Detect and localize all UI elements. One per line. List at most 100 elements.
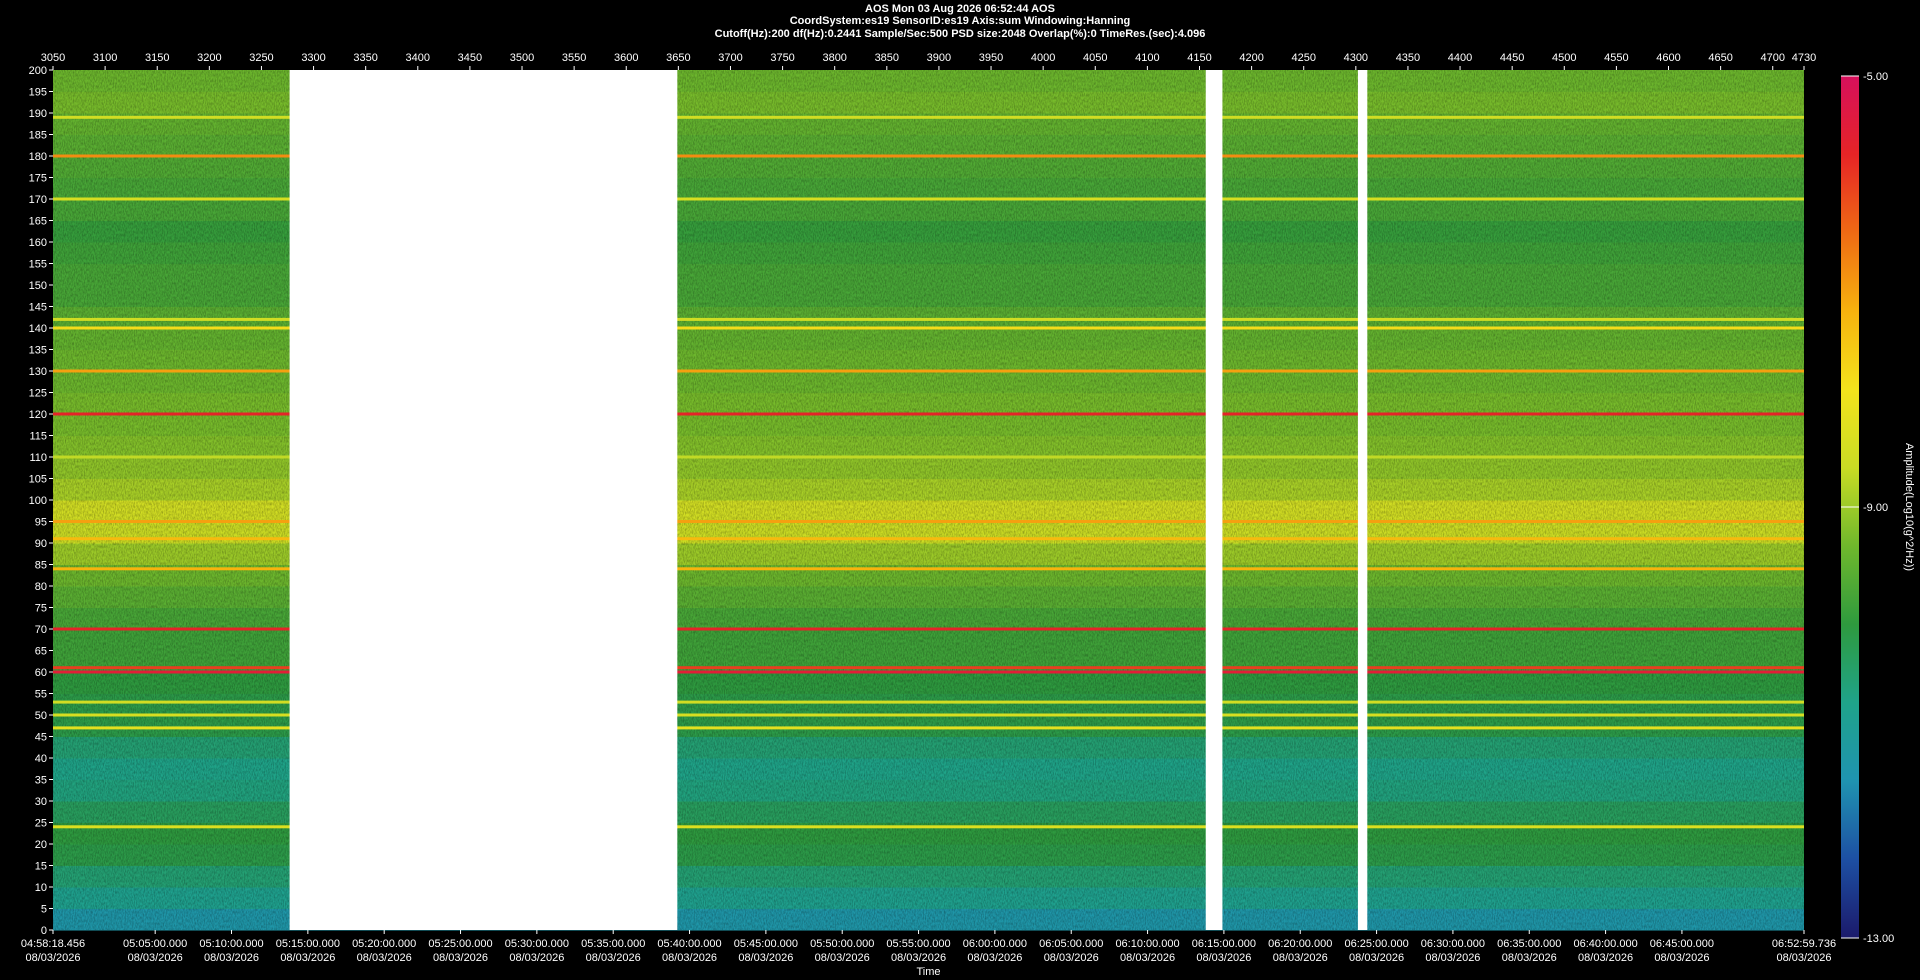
x-tick-label: 4500 bbox=[1552, 52, 1576, 64]
tone-line bbox=[53, 455, 1804, 459]
y-tick-label: 65 bbox=[35, 646, 47, 658]
x-tick-label: 4730 bbox=[1792, 52, 1816, 64]
x-axis-label: Time bbox=[916, 966, 940, 978]
time-tick-label: 06:05:00.000 bbox=[1039, 938, 1103, 950]
chart-title: AOS Mon 03 Aug 2026 06:52:44 AOS bbox=[865, 3, 1055, 15]
y-tick-label: 85 bbox=[35, 560, 47, 572]
y-tick-label: 20 bbox=[35, 839, 47, 851]
y-tick-label: 30 bbox=[35, 796, 47, 808]
y-tick-label: 165 bbox=[29, 216, 47, 228]
x-tick-label: 4650 bbox=[1708, 52, 1732, 64]
time-tick-label: 06:00:00.000 bbox=[963, 938, 1027, 950]
x-tick-label: 3050 bbox=[41, 52, 65, 64]
time-tick-date: 08/03/2026 bbox=[586, 952, 641, 964]
time-tick-label: 05:10:00.000 bbox=[199, 938, 263, 950]
x-tick-label: 4100 bbox=[1135, 52, 1159, 64]
x-tick-label: 4550 bbox=[1604, 52, 1628, 64]
y-tick-label: 130 bbox=[29, 366, 47, 378]
tone-line bbox=[53, 537, 1804, 541]
time-tick-label: 04:58:18.456 bbox=[21, 938, 85, 950]
x-tick-label: 4600 bbox=[1656, 52, 1680, 64]
time-tick-label: 06:15:00.000 bbox=[1192, 938, 1256, 950]
x-tick-label: 4400 bbox=[1448, 52, 1472, 64]
y-tick-label: 35 bbox=[35, 775, 47, 787]
x-tick-label: 3100 bbox=[93, 52, 117, 64]
time-tick-label: 05:50:00.000 bbox=[810, 938, 874, 950]
x-tick-label: 3850 bbox=[875, 52, 899, 64]
time-tick-date: 08/03/2026 bbox=[1196, 952, 1251, 964]
time-tick-label: 06:35:00.000 bbox=[1497, 938, 1561, 950]
y-tick-label: 115 bbox=[29, 431, 47, 443]
y-tick-label: 200 bbox=[29, 65, 47, 77]
x-tick-label: 4350 bbox=[1396, 52, 1420, 64]
tone-line bbox=[53, 369, 1804, 373]
tone-line bbox=[53, 115, 1804, 119]
time-tick-label: 06:25:00.000 bbox=[1344, 938, 1408, 950]
time-tick-date: 08/03/2026 bbox=[357, 952, 412, 964]
colorbar-tick-label: -13.00 bbox=[1863, 933, 1894, 945]
tone-line bbox=[53, 317, 1804, 321]
data-gap bbox=[1357, 70, 1368, 930]
y-tick-label: 10 bbox=[35, 882, 47, 894]
x-tick-label: 3250 bbox=[249, 52, 273, 64]
y-tick-label: 100 bbox=[29, 495, 47, 507]
x-tick-label: 3750 bbox=[770, 52, 794, 64]
y-tick-label: 25 bbox=[35, 818, 47, 830]
time-tick-label: 05:35:00.000 bbox=[581, 938, 645, 950]
x-tick-label: 3700 bbox=[718, 52, 742, 64]
x-tick-label: 3150 bbox=[145, 52, 169, 64]
y-tick-label: 50 bbox=[35, 710, 47, 722]
tone-line bbox=[53, 197, 1804, 201]
y-tick-label: 5 bbox=[41, 904, 47, 916]
x-tick-label: 3200 bbox=[197, 52, 221, 64]
header-line: CoordSystem:es19 SensorID:es19 Axis:sum … bbox=[790, 15, 1131, 27]
time-tick-date: 08/03/2026 bbox=[662, 952, 717, 964]
time-tick-label: 05:55:00.000 bbox=[886, 938, 950, 950]
tone-line bbox=[53, 520, 1804, 523]
time-tick-label: 05:15:00.000 bbox=[276, 938, 340, 950]
x-tick-label: 4700 bbox=[1760, 52, 1784, 64]
y-tick-label: 155 bbox=[29, 259, 47, 271]
time-tick-date: 08/03/2026 bbox=[1502, 952, 1557, 964]
x-tick-label: 4050 bbox=[1083, 52, 1107, 64]
y-tick-label: 15 bbox=[35, 861, 47, 873]
y-tick-label: 150 bbox=[29, 280, 47, 292]
y-tick-label: 160 bbox=[29, 237, 47, 249]
time-tick-date: 08/03/2026 bbox=[280, 952, 335, 964]
tone-line bbox=[53, 825, 1804, 829]
axes: 3050 3100 3150 3200 3250 3300 3350 3400 3450 3500… bbox=[21, 52, 1915, 978]
time-tick-label: 05:25:00.000 bbox=[428, 938, 492, 950]
y-tick-label: 125 bbox=[29, 388, 47, 400]
tone-line bbox=[53, 567, 1804, 571]
time-tick-label: 06:20:00.000 bbox=[1268, 938, 1332, 950]
y-tick-label: 185 bbox=[29, 130, 47, 142]
colorbar-tick-label: -9.00 bbox=[1863, 502, 1888, 514]
tone-line bbox=[53, 326, 1804, 330]
time-tick-label: 06:45:00.000 bbox=[1650, 938, 1714, 950]
x-tick-label: 4200 bbox=[1239, 52, 1263, 64]
header-line: Cutoff(Hz):200 df(Hz):0.2441 Sample/Sec:… bbox=[715, 28, 1206, 40]
x-tick-label: 3350 bbox=[353, 52, 377, 64]
y-tick-label: 135 bbox=[29, 345, 47, 357]
time-tick-date: 08/03/2026 bbox=[1044, 952, 1099, 964]
y-tick-label: 40 bbox=[35, 753, 47, 765]
data-gap bbox=[289, 70, 678, 930]
y-tick-label: 80 bbox=[35, 581, 47, 593]
time-tick-date: 08/03/2026 bbox=[1654, 952, 1709, 964]
colorbar-label: Amplitude(Log10(g^2/Hz)) bbox=[1903, 443, 1915, 571]
y-tick-label: 60 bbox=[35, 667, 47, 679]
y-tick-label: 75 bbox=[35, 603, 47, 615]
y-tick-label: 45 bbox=[35, 732, 47, 744]
x-tick-label: 3400 bbox=[406, 52, 430, 64]
time-tick-date: 08/03/2026 bbox=[204, 952, 259, 964]
time-tick-label: 05:30:00.000 bbox=[505, 938, 569, 950]
time-tick-date: 08/03/2026 bbox=[1776, 952, 1831, 964]
y-tick-label: 70 bbox=[35, 624, 47, 636]
y-tick-label: 55 bbox=[35, 689, 47, 701]
time-tick-label: 06:10:00.000 bbox=[1115, 938, 1179, 950]
time-tick-date: 08/03/2026 bbox=[815, 952, 870, 964]
x-tick-label: 3650 bbox=[666, 52, 690, 64]
tone-line bbox=[53, 700, 1804, 704]
